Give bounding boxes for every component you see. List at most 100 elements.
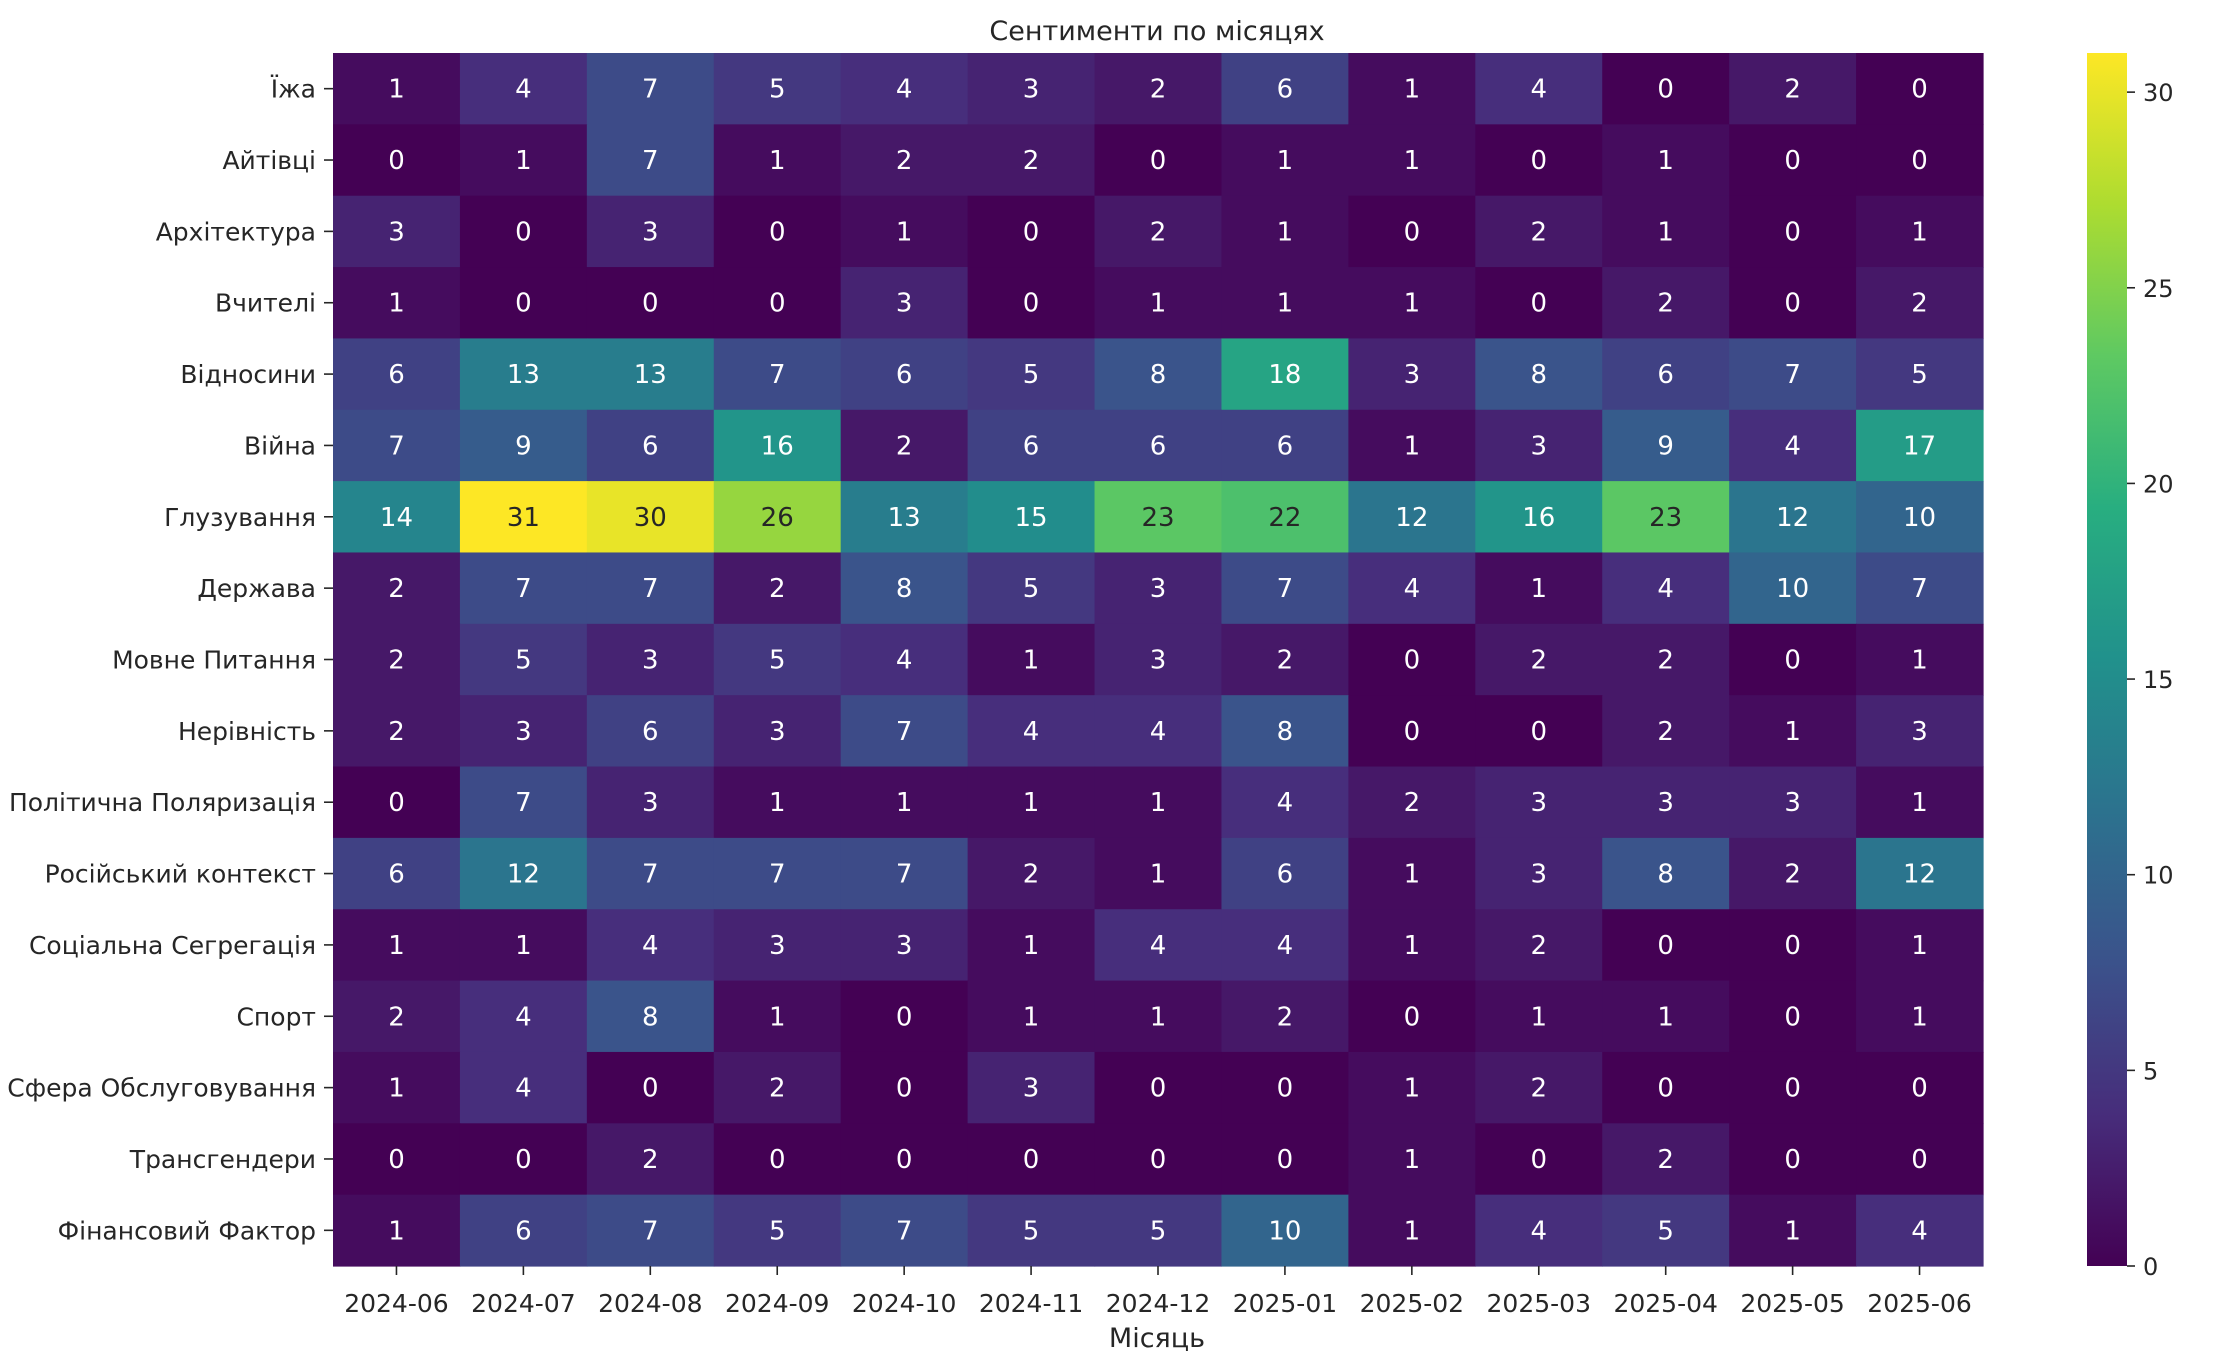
cell-value-label: 2 [1911,289,1928,319]
heatmap-cell [1729,1194,1857,1267]
cell-value-label: 0 [515,289,532,319]
heatmap-cell [459,695,588,768]
heatmap-cell [1729,1051,1857,1124]
heatmap-cell [333,695,461,768]
heatmap-cell [586,623,715,696]
heatmap-cell [459,1051,588,1124]
heatmap-cell [1221,695,1349,768]
heatmap-cell [1729,695,1857,768]
heatmap-cell [1221,1051,1349,1124]
cell-value-label: 2 [896,146,913,176]
cell-value-label: 8 [1657,860,1674,890]
y-tick-label: Війна [244,431,316,460]
heatmap-cell [840,267,969,340]
cell-value-label: 0 [1404,1002,1421,1032]
cell-value-label: 8 [1530,360,1547,390]
cell-value-label: 0 [1277,1074,1294,1104]
heatmap-cell [333,909,461,982]
x-tick-label: 2025-04 [1613,1289,1717,1318]
heatmap-cell [1602,837,1730,910]
heatmap-cell [459,552,588,625]
cell-value-label: 0 [1784,1074,1801,1104]
cell-value-label: 4 [1911,1216,1928,1246]
heatmap-cell [586,267,715,340]
heatmap-cell [1475,53,1603,125]
cell-value-label: 8 [1277,717,1294,747]
heatmap-cell [333,338,461,411]
cell-value-label: 1 [1530,1002,1547,1032]
cell-value-label: 3 [642,217,659,247]
cell-value-label: 1 [1150,289,1167,319]
heatmap-cell [459,124,588,197]
heatmap-cell [1856,124,1984,197]
cell-value-label: 0 [1784,646,1801,676]
cell-value-label: 13 [888,503,921,533]
cell-value-label: 1 [1277,146,1294,176]
cell-value-label: 2 [769,1074,786,1104]
heatmap-cell [840,338,969,411]
cell-value-label: 0 [1530,146,1547,176]
heatmap-cell [1856,837,1984,910]
cell-value-label: 2 [1530,1074,1547,1104]
cell-value-label: 10 [1776,574,1809,604]
heatmap-cell [1348,1051,1476,1124]
heatmap-cell [840,980,969,1053]
x-tick-label: 2024-08 [598,1289,702,1318]
heatmap-cell [713,552,842,625]
heatmap-cell [1602,338,1730,411]
heatmap-cell [1094,195,1223,268]
cell-value-label: 9 [515,431,532,461]
heatmap-cell [1729,1123,1857,1196]
heatmap-cell [1094,623,1223,696]
heatmap-cell [967,53,1096,125]
heatmap-cell [1094,695,1223,768]
heatmap-cell [1475,195,1603,268]
cell-value-label: 4 [642,931,659,961]
cell-value-label: 2 [1023,860,1040,890]
heatmap-cell [1221,623,1349,696]
heatmap-cell [713,1123,842,1196]
cell-value-label: 5 [1023,1216,1040,1246]
heatmap-cell [1348,623,1476,696]
heatmap-cell [967,909,1096,982]
heatmap-cell [586,124,715,197]
heatmap-cell [586,1123,715,1196]
heatmap-cell [459,338,588,411]
chart-title: Сентименти по місяцях [989,16,1324,47]
heatmap-cell [333,1123,461,1196]
heatmap-cell [1348,409,1476,482]
cell-value-label: 6 [1150,431,1167,461]
cell-value-label: 2 [642,1145,659,1175]
y-tick-label: Трансгендери [129,1145,316,1174]
heatmap-cell [1348,695,1476,768]
heatmap-cell [967,552,1096,625]
cell-value-label: 1 [1404,931,1421,961]
heatmap-cell [1602,623,1730,696]
heatmap-cell [1475,980,1603,1053]
cell-value-label: 7 [769,860,786,890]
cell-value-label: 1 [1911,217,1928,247]
cell-value-label: 16 [761,431,794,461]
heatmap-cell [713,124,842,197]
heatmap-cell [459,267,588,340]
heatmap-cell [967,481,1096,554]
cell-value-label: 7 [896,860,913,890]
cell-value-label: 3 [896,289,913,319]
heatmap-cell [1856,1123,1984,1196]
cell-value-label: 1 [1277,217,1294,247]
heatmap-cell [1602,124,1730,197]
heatmap-cell [713,53,842,125]
heatmap-cell [1221,409,1349,482]
heatmap-cell [1094,409,1223,482]
heatmap-cell [1221,766,1349,839]
heatmap-cell [1856,338,1984,411]
cell-value-label: 0 [769,289,786,319]
cell-value-label: 2 [896,431,913,461]
heatmap-cell [1602,695,1730,768]
cell-value-label: 12 [1395,503,1428,533]
heatmap-cell [1856,623,1984,696]
heatmap-cell [967,837,1096,910]
heatmap-cell [1602,909,1730,982]
cell-value-label: 0 [896,1145,913,1175]
cell-value-label: 17 [1903,431,1936,461]
